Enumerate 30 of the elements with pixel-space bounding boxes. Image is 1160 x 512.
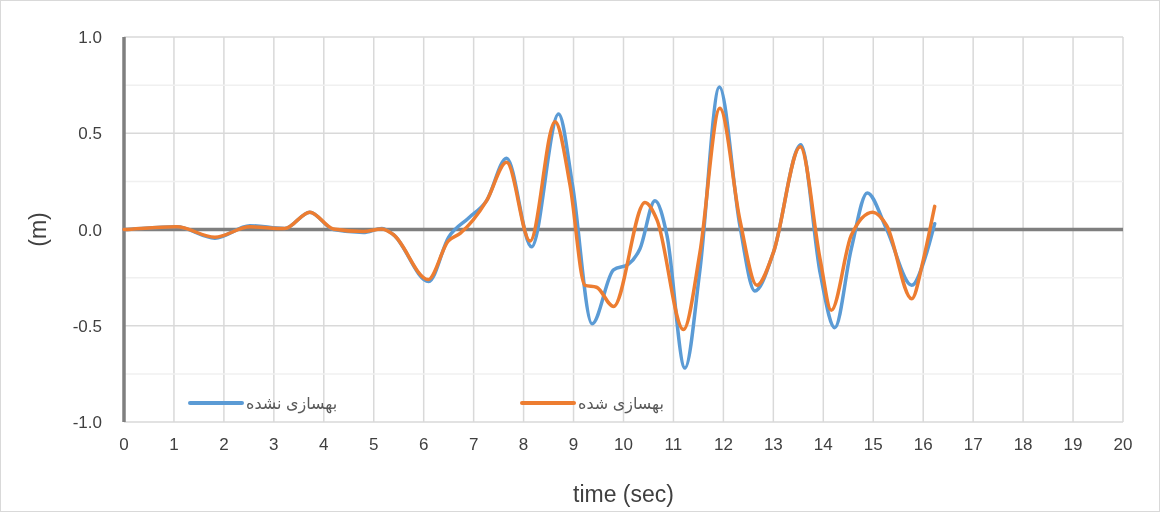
y-tick-label: 0.0 (78, 220, 102, 240)
x-tick-label: 11 (664, 435, 683, 454)
x-tick-label: 9 (568, 435, 579, 454)
x-tick-label: 6 (418, 435, 429, 454)
x-tick-label: 15 (863, 435, 883, 454)
legend-label: بهسازی شده (578, 395, 664, 414)
x-tick-label: 7 (468, 435, 479, 454)
x-tick-label: 20 (1113, 435, 1133, 454)
x-tick-label: 1 (169, 435, 179, 454)
x-tick-label: 5 (369, 435, 379, 454)
x-tick-label: 17 (963, 435, 983, 454)
x-axis-title: time (sec) (573, 481, 674, 507)
x-tick-label: 13 (763, 435, 783, 454)
x-tick-label: 14 (813, 435, 833, 454)
x-tick-label: 19 (1063, 435, 1083, 454)
x-tick-label: 18 (1013, 435, 1033, 454)
y-tick-label: -0.5 (72, 316, 102, 336)
x-tick-label: 16 (913, 435, 933, 454)
x-tick-label: 2 (219, 435, 229, 454)
y-tick-label: 1.0 (78, 28, 102, 47)
x-tick-label: 0 (119, 435, 129, 454)
y-tick-label: -1.0 (72, 413, 102, 432)
x-tick-label: 4 (319, 435, 329, 454)
y-tick-label: 0.5 (78, 124, 102, 144)
x-tick-label: 3 (269, 435, 279, 454)
x-tick-label: 12 (713, 435, 733, 454)
x-tick-label: 8 (518, 435, 529, 454)
y-axis-title: (m) (25, 212, 51, 247)
x-tick-label: 10 (614, 435, 633, 454)
legend-label: بهسازی نشده (246, 395, 338, 414)
